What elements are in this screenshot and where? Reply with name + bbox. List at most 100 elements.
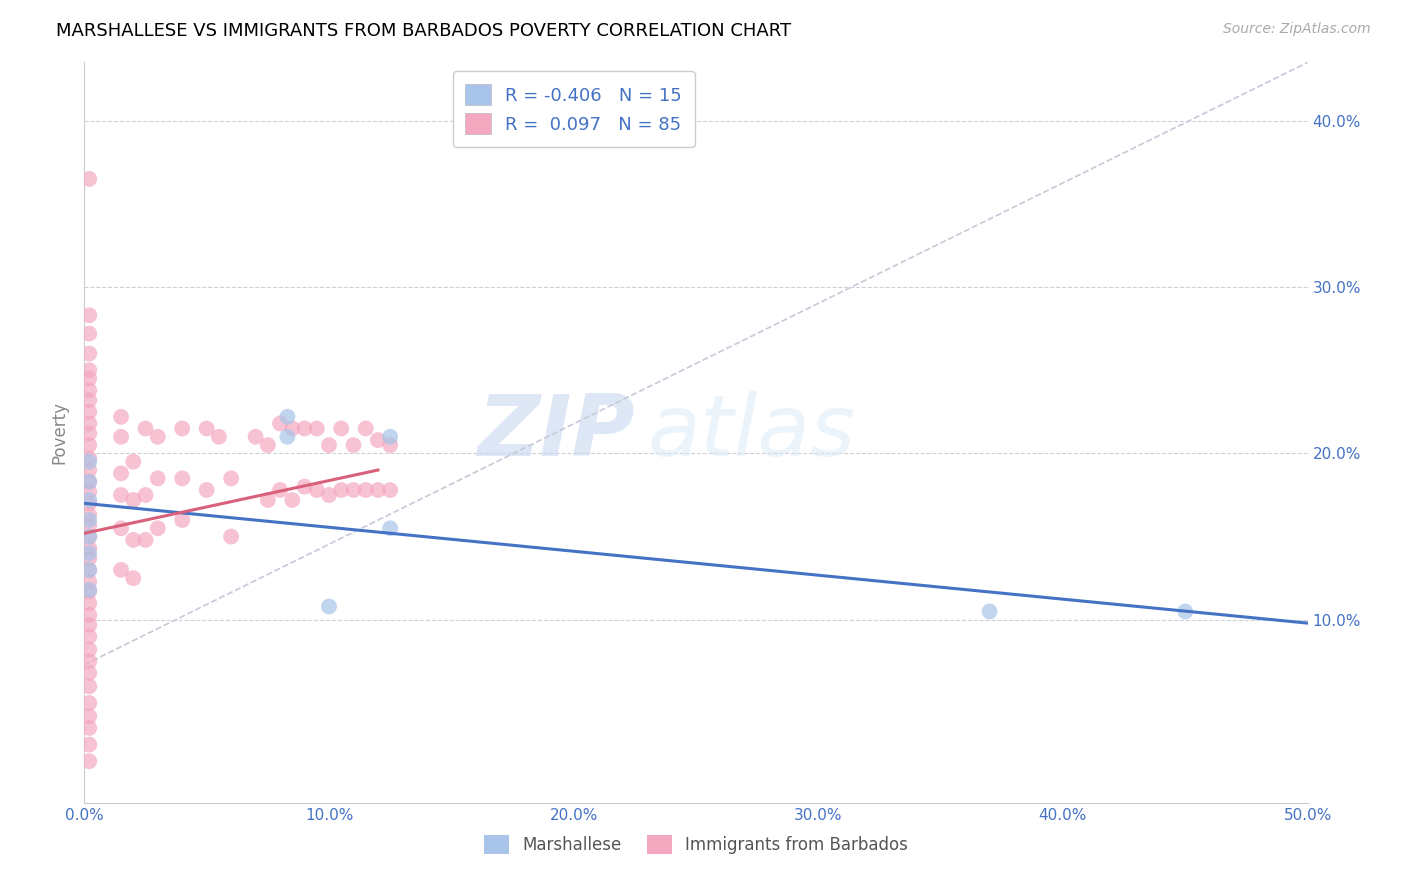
Point xyxy=(380,438,402,452)
Point xyxy=(77,596,100,610)
Point xyxy=(172,421,194,435)
Point xyxy=(367,483,389,497)
Point xyxy=(77,346,100,360)
Point xyxy=(172,513,194,527)
Point xyxy=(135,488,157,502)
Point xyxy=(77,518,100,533)
Point xyxy=(342,483,364,497)
Point xyxy=(135,421,157,435)
Point xyxy=(195,421,218,435)
Point xyxy=(146,471,169,485)
Point xyxy=(110,521,132,535)
Point xyxy=(77,546,100,560)
Point xyxy=(110,409,132,424)
Point xyxy=(245,430,267,444)
Point xyxy=(77,513,100,527)
Point xyxy=(77,172,100,186)
Point xyxy=(281,493,304,508)
Point xyxy=(110,563,132,577)
Point xyxy=(318,488,340,502)
Point xyxy=(979,605,1001,619)
Point xyxy=(195,483,218,497)
Point xyxy=(77,496,100,510)
Point xyxy=(342,438,364,452)
Point xyxy=(257,438,280,452)
Point xyxy=(77,417,100,431)
Point xyxy=(77,438,100,452)
Point xyxy=(77,493,100,508)
Point xyxy=(281,421,304,435)
Point xyxy=(77,754,100,768)
Point xyxy=(380,521,402,535)
Point xyxy=(77,709,100,723)
Point xyxy=(354,483,377,497)
Text: ZIP: ZIP xyxy=(477,391,636,475)
Point xyxy=(77,530,100,544)
Text: atlas: atlas xyxy=(647,391,855,475)
Point xyxy=(77,679,100,693)
Point xyxy=(77,617,100,632)
Point xyxy=(367,433,389,447)
Point xyxy=(77,455,100,469)
Point xyxy=(318,438,340,452)
Point xyxy=(219,530,242,544)
Point xyxy=(77,530,100,544)
Point xyxy=(122,571,145,585)
Point xyxy=(77,383,100,397)
Point xyxy=(77,696,100,710)
Point xyxy=(77,574,100,589)
Text: Source: ZipAtlas.com: Source: ZipAtlas.com xyxy=(1223,22,1371,37)
Point xyxy=(269,417,291,431)
Point xyxy=(122,533,145,547)
Point xyxy=(305,483,328,497)
Point xyxy=(77,309,100,323)
Point xyxy=(77,405,100,419)
Legend: Marshallese, Immigrants from Barbados: Marshallese, Immigrants from Barbados xyxy=(478,829,914,861)
Point xyxy=(318,599,340,614)
Point xyxy=(380,430,402,444)
Point xyxy=(77,629,100,643)
Point xyxy=(77,475,100,489)
Point xyxy=(146,521,169,535)
Point xyxy=(77,584,100,599)
Text: MARSHALLESE VS IMMIGRANTS FROM BARBADOS POVERTY CORRELATION CHART: MARSHALLESE VS IMMIGRANTS FROM BARBADOS … xyxy=(56,22,792,40)
Point xyxy=(77,666,100,681)
Point xyxy=(77,463,100,477)
Point xyxy=(77,326,100,341)
Point xyxy=(172,471,194,485)
Point xyxy=(110,488,132,502)
Point xyxy=(77,363,100,377)
Point xyxy=(146,430,169,444)
Point xyxy=(305,421,328,435)
Point xyxy=(77,738,100,752)
Point xyxy=(110,467,132,481)
Point xyxy=(122,455,145,469)
Point xyxy=(330,483,353,497)
Point xyxy=(110,430,132,444)
Point xyxy=(135,533,157,547)
Point xyxy=(77,393,100,408)
Point xyxy=(219,471,242,485)
Point xyxy=(330,421,353,435)
Point xyxy=(208,430,231,444)
Point xyxy=(294,480,316,494)
Point xyxy=(294,421,316,435)
Point xyxy=(77,541,100,556)
Point xyxy=(77,371,100,385)
Y-axis label: Poverty: Poverty xyxy=(51,401,69,464)
Point xyxy=(1174,605,1197,619)
Point xyxy=(77,607,100,622)
Point xyxy=(77,551,100,566)
Point xyxy=(77,654,100,668)
Point xyxy=(77,508,100,522)
Point xyxy=(122,493,145,508)
Point xyxy=(257,493,280,508)
Point xyxy=(380,483,402,497)
Point xyxy=(77,484,100,499)
Point xyxy=(77,451,100,466)
Point xyxy=(77,582,100,597)
Point xyxy=(276,409,298,424)
Point xyxy=(269,483,291,497)
Point xyxy=(77,721,100,735)
Point xyxy=(77,475,100,489)
